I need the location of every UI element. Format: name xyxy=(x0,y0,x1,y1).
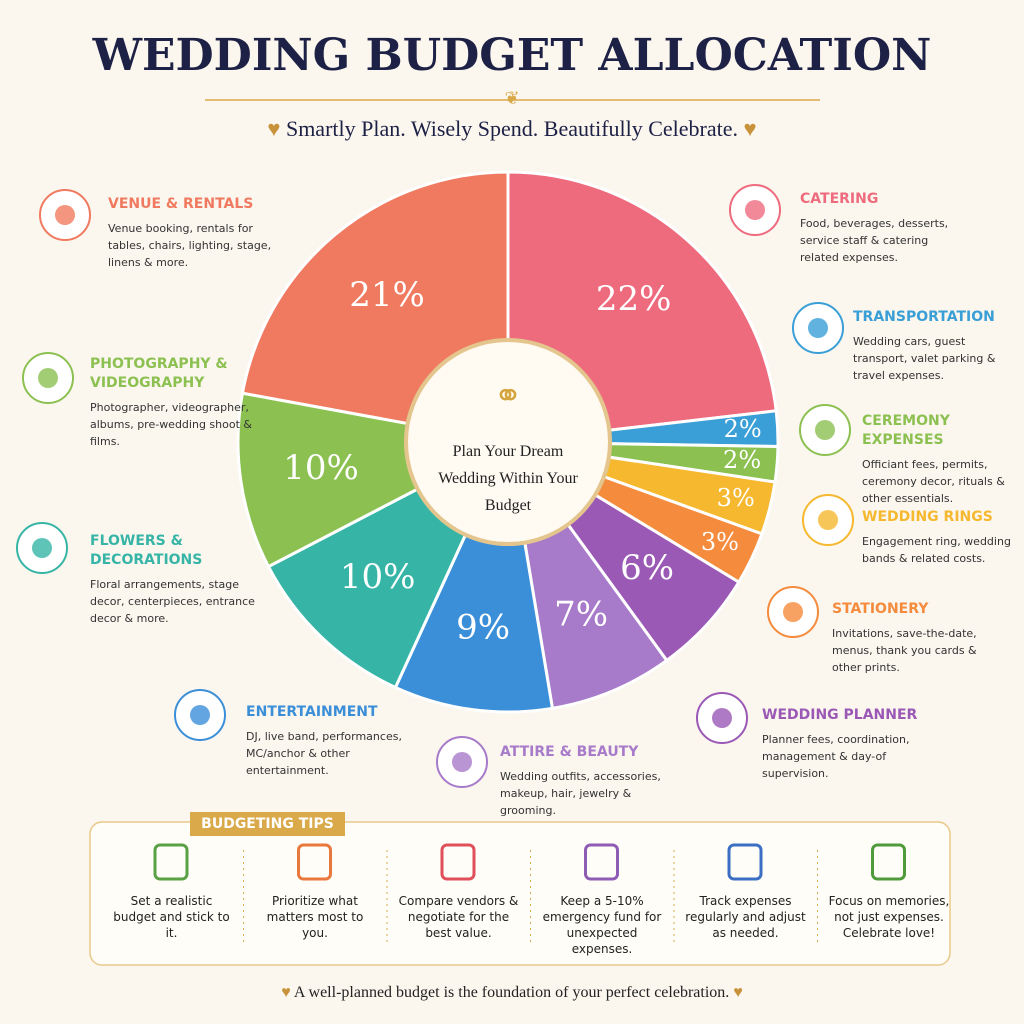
title: WEDDING BUDGET ALLOCATION xyxy=(92,30,932,81)
callout-title: PHOTOGRAPHY & VIDEOGRAPHY xyxy=(90,356,228,391)
callout: FLOWERS & DECORATIONS Floral arrangements… xyxy=(90,532,260,627)
callout-title: WEDDING RINGS xyxy=(862,509,993,525)
slice-label: 9% xyxy=(456,607,510,647)
center-text: Plan Your Dream Wedding Within Your Budg… xyxy=(438,443,578,514)
subtitle: ♥ Smartly Plan. Wisely Spend. Beautifull… xyxy=(267,116,757,141)
callout-description: Wedding cars, guest transport, valet par… xyxy=(853,335,996,382)
callout-title: VENUE & RENTALS xyxy=(108,196,254,212)
slice-label: 10% xyxy=(340,557,416,597)
callout-description: Officiant fees, permits, ceremony decor,… xyxy=(862,458,1005,505)
callout-description: Invitations, save-the-date, menus, thank… xyxy=(832,627,977,674)
subtitle-text: Smartly Plan. Wisely Spend. Beautifully … xyxy=(285,116,739,141)
callout-icon-dot xyxy=(783,602,803,622)
callout-title: ATTIRE & BEAUTY xyxy=(500,744,639,760)
callout: PHOTOGRAPHY & VIDEOGRAPHY Photographer, v… xyxy=(90,355,260,450)
tip-icon xyxy=(584,843,619,881)
callout: VENUE & RENTALS Venue booking, rentals fo… xyxy=(108,195,278,271)
tip-icon xyxy=(297,843,332,881)
callout-title: STATIONERY xyxy=(832,601,929,617)
callout: ATTIRE & BEAUTY Wedding outfits, accessor… xyxy=(500,743,670,819)
tip-text: Set a realistic budget and stick to it. xyxy=(113,894,230,940)
tip-text: Focus on memories, not just expenses. Ce… xyxy=(828,894,950,940)
slice-label: 2% xyxy=(723,446,761,474)
tip-text: Track expenses regularly and adjust as n… xyxy=(685,894,806,940)
tips-box xyxy=(89,821,951,966)
tip-text: Compare vendors & negotiate for the best… xyxy=(398,894,519,940)
tip-icon xyxy=(153,843,189,881)
tip-icons xyxy=(153,843,906,945)
slice-label: 3% xyxy=(717,484,755,512)
callout-description: Planner fees, coordination, management &… xyxy=(762,733,910,780)
tip-icon xyxy=(727,843,763,881)
center-circle xyxy=(404,338,612,546)
callout-description: Venue booking, rentals for tables, chair… xyxy=(108,222,272,269)
callout-icon-dot xyxy=(55,205,75,225)
slice-label: 3% xyxy=(701,528,739,556)
footer-text: A well-planned budget is the foundation … xyxy=(293,984,730,1001)
tip-text: Prioritize what matters most to you. xyxy=(266,894,364,940)
callout: CATERING Food, beverages, desserts, servi… xyxy=(800,190,970,266)
callout: STATIONERY Invitations, save-the-date, me… xyxy=(832,600,1002,676)
callout-icon-dot xyxy=(452,752,472,772)
slice-label: 7% xyxy=(554,594,608,634)
callout: CEREMONY EXPENSES Officiant fees, permits… xyxy=(862,412,1024,507)
callout-icon-dot xyxy=(808,318,828,338)
callout-title: FLOWERS & DECORATIONS xyxy=(90,533,203,568)
tip-icon xyxy=(440,843,476,881)
callout-icon-dot xyxy=(32,538,52,558)
callout-title: CATERING xyxy=(800,191,879,207)
ornament: ❦ xyxy=(504,88,519,109)
callout-icon-dot xyxy=(815,420,835,440)
callout-description: Food, beverages, desserts, service staff… xyxy=(800,217,949,264)
rings-icon: ⚭ xyxy=(494,376,523,416)
callout-description: DJ, live band, performances, MC/anchor &… xyxy=(246,730,402,777)
callout: WEDDING RINGS Engagement ring, wedding ba… xyxy=(862,508,1024,567)
callout: WEDDING PLANNER Planner fees, coordinatio… xyxy=(762,706,932,782)
callout: ENTERTAINMENT DJ, live band, performances… xyxy=(246,703,416,779)
slice-label: 22% xyxy=(596,279,672,319)
callout-title: CEREMONY EXPENSES xyxy=(862,413,950,448)
callout-icon-dot xyxy=(712,708,732,728)
slice-label: 10% xyxy=(283,448,359,488)
callout-title: TRANSPORTATION xyxy=(853,309,995,325)
tips-title: BUDGETING TIPS xyxy=(190,812,345,836)
callout-icon-dot xyxy=(818,510,838,530)
callout-description: Wedding outfits, accessories, makeup, ha… xyxy=(500,770,661,817)
callout-description: Photographer, videographer, albums, pre-… xyxy=(90,401,252,448)
tip-text: Keep a 5-10% emergency fund for unexpect… xyxy=(542,894,662,956)
callout-icon-dot xyxy=(38,368,58,388)
slice-label: 6% xyxy=(620,548,674,588)
callout-description: Floral arrangements, stage decor, center… xyxy=(90,578,255,625)
callout-icon-dot xyxy=(745,200,765,220)
callout-description: Engagement ring, wedding bands & related… xyxy=(862,535,1011,565)
callout-icon-dot xyxy=(190,705,210,725)
slice-label: 2% xyxy=(724,415,762,443)
slice-label: 21% xyxy=(349,275,425,315)
footer: ♥ A well-planned budget is the foundatio… xyxy=(281,984,743,1001)
callout-title: WEDDING PLANNER xyxy=(762,707,918,723)
callout-title: ENTERTAINMENT xyxy=(246,704,378,720)
tip-icon xyxy=(871,843,906,881)
callout: TRANSPORTATION Wedding cars, guest transp… xyxy=(853,308,1023,384)
